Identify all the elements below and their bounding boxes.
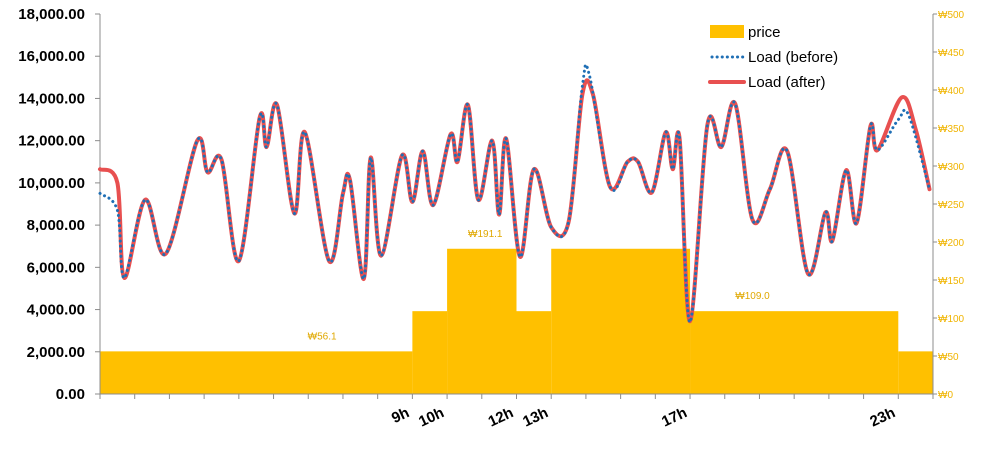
load-lines-group bbox=[98, 63, 932, 324]
right-tick-label-7: ₩350 bbox=[938, 124, 965, 135]
legend-label-load-before: Load (before) bbox=[748, 49, 838, 66]
right-tick-label-8: ₩400 bbox=[938, 86, 965, 97]
price-bar-5 bbox=[690, 311, 899, 394]
price-data-label-2: ₩109.0 bbox=[735, 291, 770, 302]
price-bar-2 bbox=[447, 248, 517, 394]
x-tick-label-2: 12h bbox=[486, 404, 517, 430]
left-tick-label-8: 16,000.00 bbox=[18, 48, 85, 65]
x-tick-label-1: 10h bbox=[416, 404, 447, 430]
load-before-line bbox=[98, 63, 931, 324]
left-tick-label-0: 0.00 bbox=[56, 386, 85, 403]
price-bar-6 bbox=[898, 351, 933, 394]
right-tick-label-3: ₩150 bbox=[938, 276, 965, 287]
price-data-label-0: ₩56.1 bbox=[308, 331, 337, 342]
legend-label-price: price bbox=[748, 24, 781, 41]
left-tick-label-3: 6,000.00 bbox=[27, 259, 85, 276]
price-bar-1 bbox=[412, 311, 448, 394]
right-tick-label-6: ₩300 bbox=[938, 162, 965, 173]
right-tick-label-2: ₩100 bbox=[938, 314, 965, 325]
right-tick-label-4: ₩200 bbox=[938, 238, 965, 249]
price-bar-4 bbox=[551, 248, 691, 394]
x-tick-label-3: 13h bbox=[520, 404, 551, 430]
left-tick-label-4: 8,000.00 bbox=[27, 217, 85, 234]
left-tick-label-9: 18,000.00 bbox=[18, 6, 85, 23]
left-tick-label-6: 12,000.00 bbox=[18, 133, 85, 150]
right-tick-label-5: ₩250 bbox=[938, 200, 965, 211]
left-tick-label-5: 10,000.00 bbox=[18, 175, 85, 192]
price-bar-3 bbox=[516, 311, 552, 394]
price-data-label-1: ₩191.1 bbox=[468, 229, 503, 240]
right-tick-label-9: ₩450 bbox=[938, 48, 965, 59]
price-bars-group bbox=[100, 248, 933, 394]
price-labels-group: ₩56.1 ₩191.1 ₩109.0 bbox=[308, 229, 771, 343]
x-tick-label-0: 9h bbox=[389, 404, 412, 427]
legend-swatch-price bbox=[710, 25, 744, 38]
x-tick-label-5: 23h bbox=[867, 404, 898, 430]
legend: price Load (before) Load (after) bbox=[708, 24, 838, 91]
x-tick-label-4: 17h bbox=[659, 404, 690, 430]
right-tick-label-1: ₩50 bbox=[938, 352, 959, 363]
left-tick-label-1: 2,000.00 bbox=[27, 344, 85, 361]
left-tick-label-2: 4,000.00 bbox=[27, 302, 85, 319]
legend-label-load-after: Load (after) bbox=[748, 74, 826, 91]
right-tick-label-10: ₩500 bbox=[938, 10, 965, 21]
right-tick-label-0: ₩0 bbox=[938, 390, 953, 401]
price-bar-0 bbox=[100, 351, 413, 394]
left-tick-label-7: 14,000.00 bbox=[18, 90, 85, 107]
